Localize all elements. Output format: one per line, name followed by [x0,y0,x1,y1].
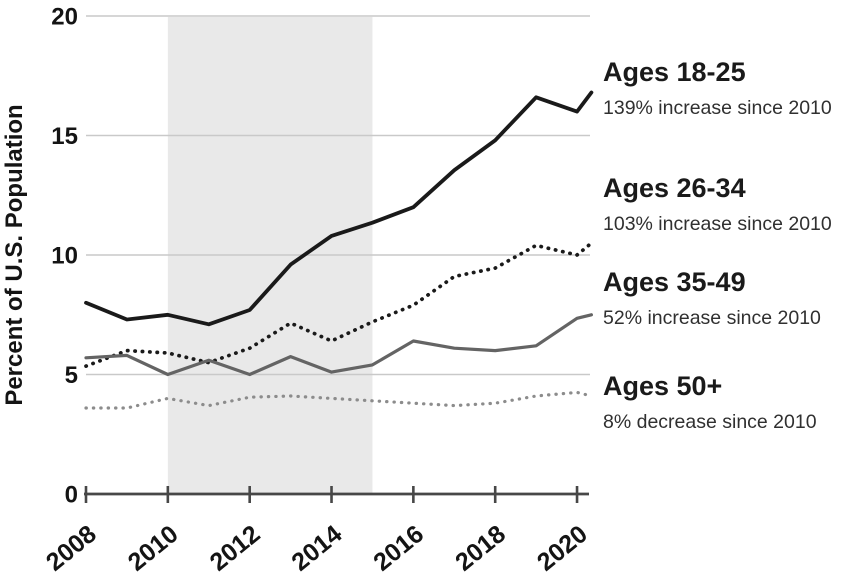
series-line-ages-26-34 [84,241,594,368]
x-tick-label: 2008 [41,520,102,576]
x-tick-label: 2020 [532,520,593,576]
y-axis-title: Percent of U.S. Population [1,104,28,405]
series-line-ages-50 [84,390,593,410]
x-tick-label: 2014 [286,520,347,576]
y-tick-label: 10 [51,243,78,270]
x-tick-label: 2018 [450,520,511,576]
x-tick-label: 2010 [123,520,184,576]
x-tick-label: 2012 [205,520,266,576]
y-tick-label: 0 [65,482,78,509]
y-tick-label: 20 [51,4,78,31]
series-line-ages-18-25 [84,90,594,327]
y-tick-label: 5 [65,362,78,389]
y-tick-label: 15 [51,123,78,150]
series-line-ages-35-49 [84,313,593,377]
x-tick-label: 2016 [368,520,429,576]
